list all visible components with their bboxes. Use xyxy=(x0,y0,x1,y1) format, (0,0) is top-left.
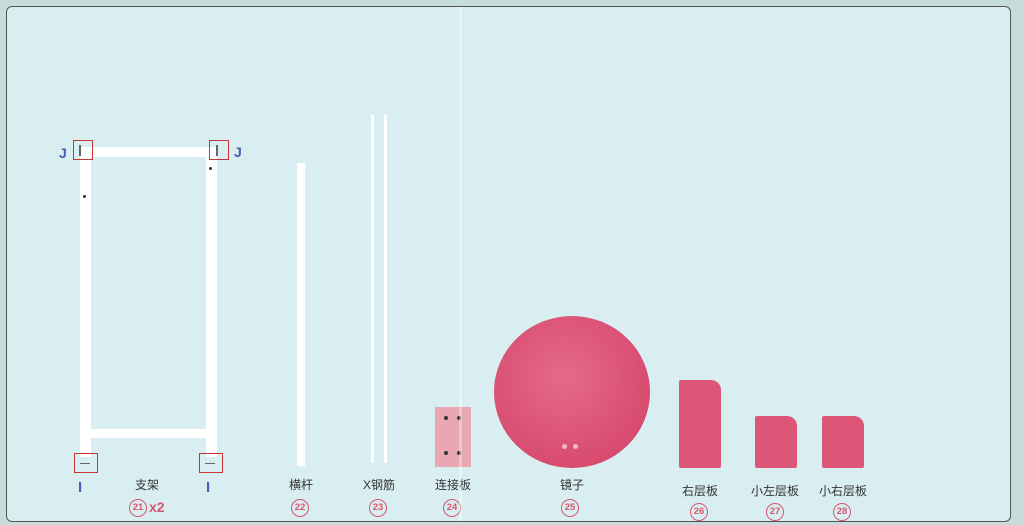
mirror-hole xyxy=(573,444,578,449)
part-23-number: 23 xyxy=(369,499,387,517)
frame-bottom-left-callout xyxy=(74,453,98,473)
plate-hole xyxy=(444,416,448,420)
round-mirror xyxy=(494,316,650,468)
part-21-quantity: x2 xyxy=(149,499,165,515)
frame-top-bar xyxy=(80,147,217,157)
part-24-label: 连接板 xyxy=(434,478,471,492)
mirror-hole xyxy=(562,444,567,449)
connection-plate xyxy=(435,407,471,467)
bottom-left-tick xyxy=(80,463,90,465)
top-right-tick xyxy=(216,145,218,156)
top-left-tick xyxy=(79,145,81,156)
part-28-number: 28 xyxy=(833,503,851,521)
x-steel-rod-1 xyxy=(371,115,374,463)
part-26-number: 26 xyxy=(690,503,708,521)
plate-hole xyxy=(457,451,461,455)
frame-top-right-callout xyxy=(209,140,229,160)
frame-bottom-bar xyxy=(80,429,217,438)
small-right-shelf xyxy=(822,416,864,468)
frame-bottom-right-callout xyxy=(199,453,223,473)
right-shelf xyxy=(679,380,721,468)
parts-sheet: J J I I 支架 21 x2 横杆 22 X钢筋 23 连接板 24 xyxy=(6,6,1011,522)
marker-i-left: I xyxy=(78,479,83,496)
part-25-label: 镜子 xyxy=(559,478,584,492)
part-22-number: 22 xyxy=(291,499,309,517)
part-26-label: 右层板 xyxy=(681,484,718,498)
frame-left-rail xyxy=(80,147,91,457)
frame-top-left-callout xyxy=(73,140,93,160)
marker-i-right: I xyxy=(206,479,211,496)
bottom-right-tick xyxy=(205,463,215,465)
part-28-label: 小右层板 xyxy=(818,484,867,498)
marker-j-left: J xyxy=(59,145,67,161)
part-21-label: 支架 xyxy=(134,478,159,492)
small-left-shelf xyxy=(755,416,797,468)
part-27-label: 小左层板 xyxy=(750,484,799,498)
part-25-number: 25 xyxy=(561,499,579,517)
frame-right-rail xyxy=(206,147,217,457)
part-23-label: X钢筋 xyxy=(362,478,395,492)
crossbar-rod xyxy=(297,163,305,466)
marker-j-right: J xyxy=(234,144,242,160)
plate-hole xyxy=(457,416,461,420)
part-22-label: 横杆 xyxy=(288,478,313,492)
part-21-number: 21 xyxy=(129,499,147,517)
part-24-number: 24 xyxy=(443,499,461,517)
frame-hole-right xyxy=(209,167,212,170)
x-steel-rod-2 xyxy=(384,115,387,463)
plate-hole xyxy=(444,451,448,455)
part-27-number: 27 xyxy=(766,503,784,521)
frame-hole-left xyxy=(83,195,86,198)
